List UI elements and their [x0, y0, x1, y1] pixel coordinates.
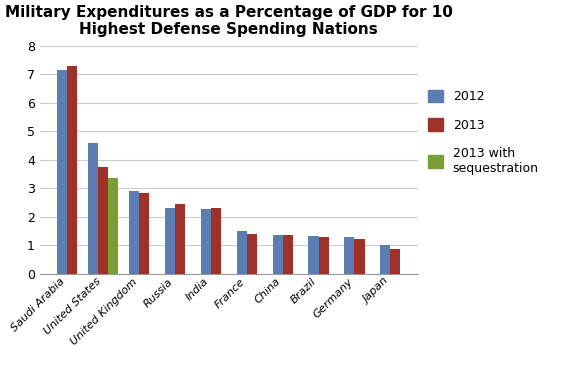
Bar [67, 66, 77, 274]
Bar [273, 235, 282, 274]
Bar [57, 70, 67, 274]
Bar [318, 236, 329, 274]
Bar [175, 204, 185, 274]
Legend: 2012, 2013, 2013 with
sequestration: 2012, 2013, 2013 with sequestration [427, 90, 539, 175]
Bar [98, 167, 108, 274]
Bar [165, 208, 175, 274]
Bar [309, 236, 318, 274]
Bar [380, 245, 390, 274]
Bar [88, 142, 98, 274]
Bar [139, 193, 149, 274]
Bar [246, 234, 257, 274]
Bar [237, 231, 246, 274]
Bar [108, 177, 118, 274]
Title: Military Expenditures as a Percentage of GDP for 10
Highest Defense Spending Nat: Military Expenditures as a Percentage of… [5, 5, 452, 38]
Bar [354, 239, 364, 274]
Bar [211, 208, 221, 274]
Bar [390, 249, 400, 274]
Bar [345, 238, 354, 274]
Bar [282, 235, 293, 274]
Bar [129, 191, 139, 274]
Bar [201, 209, 211, 274]
